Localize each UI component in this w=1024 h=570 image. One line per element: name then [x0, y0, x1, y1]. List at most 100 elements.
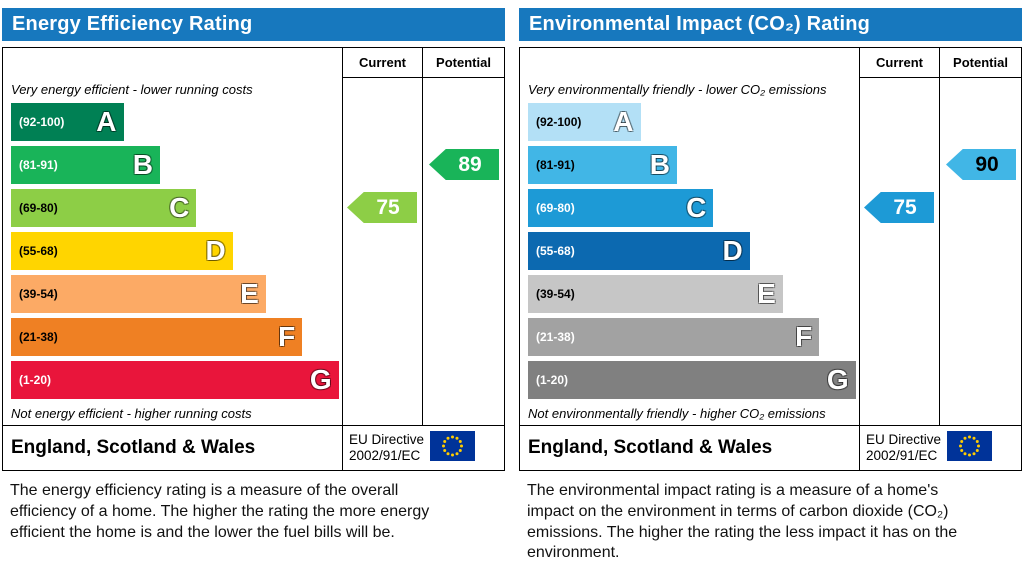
energy-efficiency-panel: Energy Efficiency Rating Current Potenti…: [2, 8, 505, 564]
current-rating-arrow: 75: [347, 192, 417, 223]
band-f-bar: (21-38) F: [11, 317, 303, 356]
band-letter: F: [278, 320, 296, 352]
energy-rating-table: Current Potential Very energy efficient …: [2, 47, 505, 471]
band-letter: B: [132, 148, 153, 180]
band-range: (92-100): [536, 114, 582, 129]
band-range: (39-54): [19, 286, 58, 301]
potential-column-header: Potential: [939, 48, 1021, 78]
band-letter: E: [757, 277, 776, 309]
environmental-table-header: Current Potential: [520, 48, 1021, 78]
band-row: (39-54) E: [11, 272, 342, 315]
band-row: (39-54) E: [528, 272, 859, 315]
environmental-impact-panel: Environmental Impact (CO₂) Rating Curren…: [519, 8, 1022, 564]
eu-directive-cell: EU Directive 2002/91/EC: [859, 426, 1021, 470]
band-d-bar: (55-68) D: [528, 231, 750, 270]
potential-column-header: Potential: [422, 48, 504, 78]
current-column-header: Current: [342, 48, 422, 78]
band-a-bar: (92-100) A: [11, 102, 124, 141]
band-range: (55-68): [19, 243, 58, 258]
band-e-bar: (39-54) E: [11, 274, 266, 313]
energy-bands-area: Very energy efficient - lower running co…: [3, 78, 342, 425]
energy-potential-column: 89: [422, 78, 504, 425]
band-row: (81-91) B: [528, 143, 859, 186]
band-g-bar: (1-20) G: [11, 360, 339, 399]
band-d-bar: (55-68) D: [11, 231, 233, 270]
eu-flag-icon: [947, 430, 993, 466]
band-letter: C: [686, 191, 707, 223]
eu-directive-line1: EU Directive: [866, 431, 942, 447]
eu-directive-line2: 2002/91/EC: [349, 448, 421, 463]
energy-table-header: Current Potential: [3, 48, 504, 78]
band-range: (81-91): [19, 157, 58, 172]
environmental-table-footer: England, Scotland & Wales EU Directive 2…: [520, 425, 1021, 470]
band-letter: D: [722, 234, 743, 266]
band-range: (69-80): [19, 200, 58, 215]
energy-bands: (92-100) A (81-91) B (69-80) C (55-68) D (39…: [3, 100, 342, 401]
band-row: (1-20) G: [528, 358, 859, 401]
band-range: (81-91): [536, 157, 575, 172]
energy-current-column: 75: [342, 78, 422, 425]
band-row: (1-20) G: [11, 358, 342, 401]
eu-directive-line2: 2002/91/EC: [866, 448, 938, 463]
eu-directive-cell: EU Directive 2002/91/EC: [342, 426, 504, 470]
band-range: (21-38): [536, 329, 575, 344]
environmental-panel-title: Environmental Impact (CO₂) Rating: [519, 8, 1022, 41]
top-note: Very environmentally friendly - lower CO…: [528, 81, 827, 97]
header-spacer: [520, 48, 859, 78]
current-column-header: Current: [859, 48, 939, 78]
band-f-bar: (21-38) F: [528, 317, 820, 356]
band-row: (92-100) A: [528, 100, 859, 143]
band-letter: F: [795, 320, 813, 352]
band-range: (39-54): [536, 286, 575, 301]
band-range: (69-80): [536, 200, 575, 215]
band-e-bar: (39-54) E: [528, 274, 783, 313]
band-row: (55-68) D: [528, 229, 859, 272]
environmental-potential-column: 90: [939, 78, 1021, 425]
band-c-bar: (69-80) C: [11, 188, 197, 227]
band-row: (69-80) C: [11, 186, 342, 229]
band-range: (1-20): [536, 372, 569, 387]
band-row: (81-91) B: [11, 143, 342, 186]
band-letter: D: [205, 234, 226, 266]
region-label: England, Scotland & Wales: [11, 437, 256, 458]
band-a-bar: (92-100) A: [528, 102, 641, 141]
band-range: (92-100): [19, 114, 65, 129]
band-row: (21-38) F: [528, 315, 859, 358]
band-letter: A: [96, 105, 117, 137]
current-rating-arrow: 75: [864, 192, 934, 223]
eu-directive-line1: EU Directive: [349, 431, 425, 447]
band-range: (21-38): [19, 329, 58, 344]
eu-directive-label: EU Directive 2002/91/EC: [349, 432, 424, 464]
bottom-note: Not environmentally friendly - higher CO…: [528, 405, 826, 421]
band-range: (55-68): [536, 243, 575, 258]
energy-table-footer: England, Scotland & Wales EU Directive 2…: [3, 425, 504, 470]
band-letter: C: [169, 191, 190, 223]
band-row: (55-68) D: [11, 229, 342, 272]
environmental-bands: (92-100) A (81-91) B (69-80) C (55-68) D (39…: [520, 100, 859, 401]
band-b-bar: (81-91) B: [528, 145, 677, 184]
potential-rating-arrow: 89: [429, 149, 499, 180]
environmental-table-body: Very environmentally friendly - lower CO…: [520, 78, 1021, 425]
environmental-bands-area: Very environmentally friendly - lower CO…: [520, 78, 859, 425]
energy-table-body: Very energy efficient - lower running co…: [3, 78, 504, 425]
band-letter: B: [649, 148, 670, 180]
top-note: Very energy efficient - lower running co…: [11, 81, 253, 97]
band-b-bar: (81-91) B: [11, 145, 160, 184]
energy-description: The energy efficiency rating is a measur…: [10, 482, 430, 541]
environmental-rating-table: Current Potential Very environmentally f…: [519, 47, 1022, 471]
band-c-bar: (69-80) C: [528, 188, 714, 227]
potential-rating-arrow: 90: [946, 149, 1016, 180]
bottom-note: Not energy efficient - higher running co…: [11, 405, 252, 421]
band-range: (1-20): [19, 372, 52, 387]
band-letter: G: [309, 363, 332, 395]
band-letter: E: [240, 277, 259, 309]
band-row: (92-100) A: [11, 100, 342, 143]
environmental-current-column: 75: [859, 78, 939, 425]
environmental-description: The environmental impact rating is a mea…: [527, 482, 958, 562]
band-row: (21-38) F: [11, 315, 342, 358]
eu-flag-icon: [430, 430, 476, 466]
band-g-bar: (1-20) G: [528, 360, 856, 399]
band-letter: A: [613, 105, 634, 137]
